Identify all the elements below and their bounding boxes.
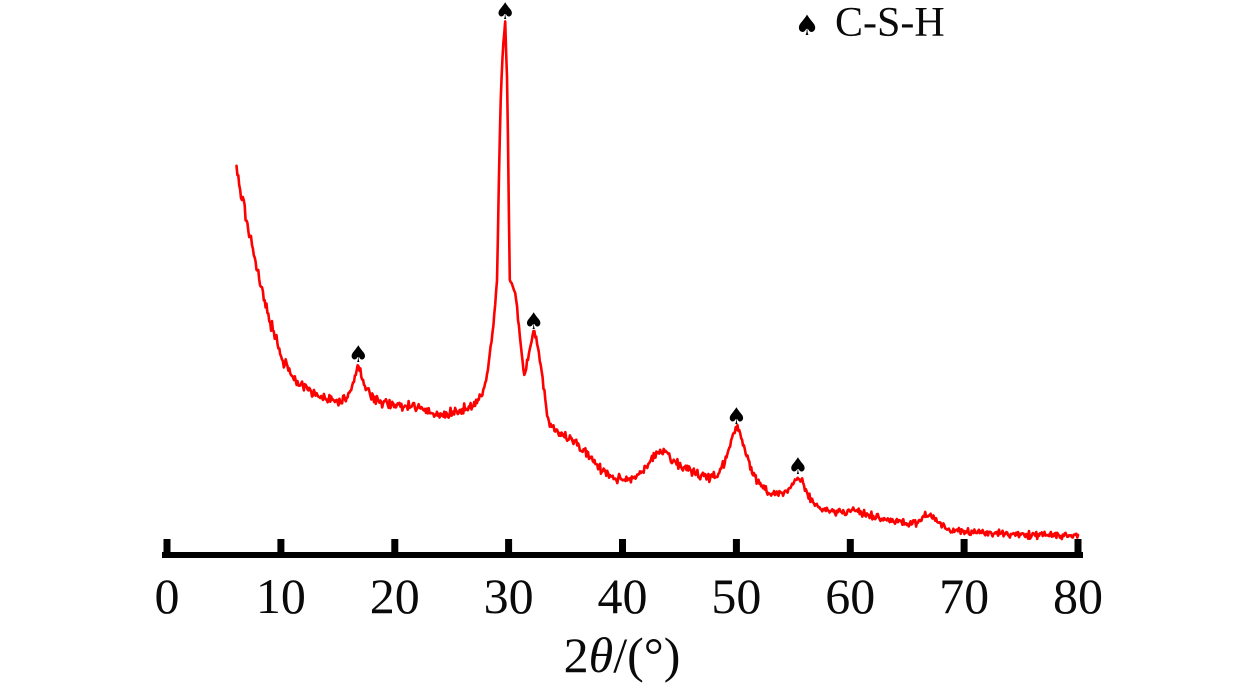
x-axis-title-suffix: /(°) [613,627,680,683]
x-tick-label: 20 [370,568,420,624]
x-axis: 0 10 20 30 40 50 60 70 80 [155,539,1103,624]
curve-layer [235,20,1080,541]
x-tick [505,539,513,553]
x-tick-label: 10 [256,568,306,624]
legend: ♠ C-S-H [794,0,944,46]
peak-marker-icon: ♠ [523,309,544,335]
x-axis-title: 2θ/(°) [564,627,681,683]
x-tick [960,539,968,553]
x-tick [732,539,740,553]
peak-marker-icon: ♠ [348,342,369,368]
x-axis-line [162,552,1083,558]
xrd-curve [235,20,1080,541]
spade-icon: ♠ [794,9,819,42]
x-tick-label: 0 [155,568,180,624]
peak-marker-icon: ♠ [788,454,809,480]
x-tick [846,539,854,553]
x-tick [1074,539,1082,553]
x-tick [391,539,399,553]
x-tick [619,539,626,553]
x-tick [277,539,285,553]
peak-marker-icon: ♠ [495,0,516,25]
peak-markers: ♠ ♠ ♠ ♠ ♠ [348,0,808,480]
x-tick-label: 80 [1053,568,1103,624]
x-tick-label: 50 [711,568,761,624]
x-tick-label: 40 [598,568,648,624]
peak-marker-icon: ♠ [726,404,747,430]
theta-symbol: θ [589,627,614,683]
x-axis-title-prefix: 2 [564,627,589,683]
x-tick [163,539,171,553]
legend-label: C-S-H [835,0,945,46]
x-tick-label: 30 [484,568,534,624]
x-tick-label: 70 [939,568,989,624]
x-tick-label: 60 [825,568,875,624]
